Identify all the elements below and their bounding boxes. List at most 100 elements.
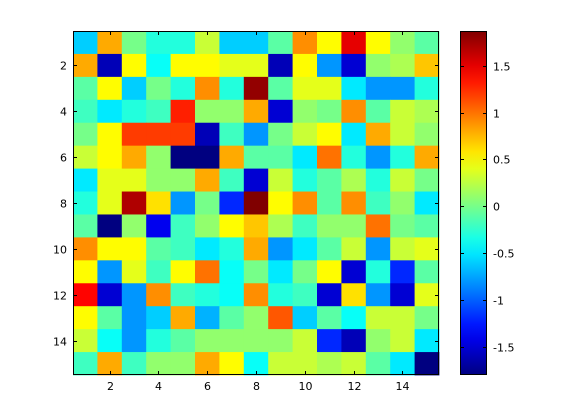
colorbar-tick-label: 0.5 [493,154,511,167]
heatmap-cell [268,283,293,307]
heatmap-cell [317,329,342,353]
heatmap-cell [317,283,342,307]
heatmap-cell [121,122,147,147]
heatmap-cell [341,99,367,124]
heatmap-cell [414,260,440,284]
heatmap-cell [414,76,440,101]
heatmap-cell [292,283,318,307]
heatmap-cell [146,31,171,55]
heatmap-cell [292,237,318,261]
heatmap-cell [292,122,318,147]
heatmap-cell [170,122,196,147]
heatmap-cell [219,76,245,101]
colorbar-tick-label: -1.5 [493,342,514,355]
heatmap-cell [292,31,318,55]
x-axis-ticks: 2 4 6 8 10 12 14 [107,31,410,393]
heatmap-cell [365,53,391,78]
x-tick-label: 10 [299,380,313,393]
heatmap-cell [243,53,269,78]
heatmap-cell [341,145,367,169]
y-tick-label: 8 [60,198,67,211]
heatmap-cell [97,283,123,307]
heatmap-cell [390,283,415,307]
heatmap-cell [73,145,98,169]
heatmap-cell [195,76,220,101]
heatmap-cell [97,145,123,169]
heatmap-cell [365,260,391,284]
heatmap-cell [292,214,318,238]
heatmap-cell [121,191,147,215]
heatmap-cell [121,76,147,101]
heatmap-cell [170,168,196,192]
colorbar [460,31,487,375]
heatmap-cell [365,191,391,215]
heatmap-cell [268,145,293,169]
heatmap-cell [121,53,147,78]
heatmap-cell [121,99,147,124]
heatmap-cell [219,53,245,78]
heatmap-cell [195,191,220,215]
heatmap-cell [195,352,220,376]
heatmap-cell [414,31,440,55]
heatmap-cell [317,260,342,284]
heatmap-cell [146,76,171,101]
heatmap-cell [170,76,196,101]
heatmap-cell [268,260,293,284]
heatmap-cell [195,145,220,169]
heatmap-cell [170,214,196,238]
heatmap-cell [317,237,342,261]
heatmap-cell [365,352,391,376]
heatmap-cell [341,53,367,78]
heatmap-cell [268,76,293,101]
heatmap-cell [365,76,391,101]
heatmap-cell [73,352,98,376]
heatmap-cell [341,329,367,353]
heatmap-cell [121,329,147,353]
heatmap-cell [243,31,269,55]
heatmap-cell [414,191,440,215]
heatmap-cell [73,122,98,147]
y-tick-label: 4 [60,106,67,119]
heatmap-cell [243,237,269,261]
heatmap-cell [170,283,196,307]
heatmap-cell [73,283,98,307]
heatmap-cell [414,122,440,147]
heatmap-cell [268,352,293,376]
heatmap-cell [317,191,342,215]
heatmap-cell [390,53,415,78]
heatmap-cell [73,306,98,330]
heatmap-cell [146,283,171,307]
heatmap-cell [414,214,440,238]
heatmap-cell [390,145,415,169]
heatmap-cell [146,145,171,169]
heatmap-cell [414,53,440,78]
heatmap-cell [73,260,98,284]
heatmap-cell [414,283,440,307]
heatmap-cell [390,168,415,192]
heatmap-cell [292,99,318,124]
heatmap-cell [341,168,367,192]
heatmap-cell [268,99,293,124]
heatmap-cell [317,53,342,78]
heatmap-cell [195,329,220,353]
heatmap-cell [219,237,245,261]
heatmap-cell [268,306,293,330]
heatmap-cell [243,99,269,124]
heatmap-cell [195,237,220,261]
heatmap-cell [341,31,367,55]
heatmap-cell [73,214,98,238]
heatmap-cell [97,31,123,55]
heatmap-cell [292,168,318,192]
heatmap-cell [414,145,440,169]
heatmap-cell [243,145,269,169]
heatmap-cell [219,214,245,238]
heatmap-cell [243,283,269,307]
heatmap-cell [292,352,318,376]
heatmap-cell [219,352,245,376]
heatmap-cell [170,53,196,78]
heatmap-cell [97,99,123,124]
heatmap-cell [268,168,293,192]
heatmap-cell [414,352,440,376]
heatmap-cell [243,352,269,376]
